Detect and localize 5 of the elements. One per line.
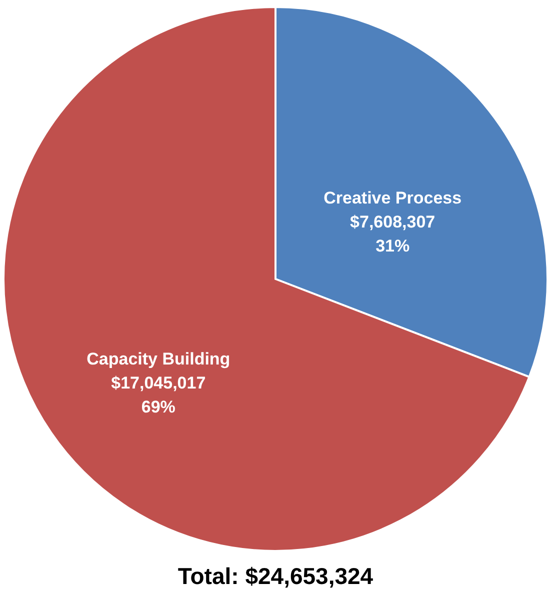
slice-label: Creative Process	[324, 188, 462, 208]
text: Total: $24,653,324	[178, 563, 374, 589]
data-label: $17,045,017 69%	[111, 373, 206, 416]
slice-label: Capacity Building	[86, 349, 230, 368]
data-label: $7,608,307 31%	[350, 212, 436, 256]
